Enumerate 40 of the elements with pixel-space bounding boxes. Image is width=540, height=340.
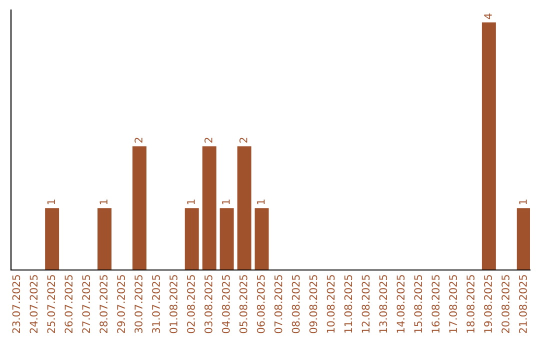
x-tick-label: 26.07.2025 <box>64 275 73 334</box>
x-tick-label: 30.07.2025 <box>134 275 142 334</box>
x-tick-label: 05.08.2025 <box>239 275 248 334</box>
data-label: 1 <box>187 200 195 204</box>
x-tick-label: 13.08.2025 <box>379 275 388 333</box>
x-tick-label: 14.08.2025 <box>396 275 405 333</box>
x-tick-label: 29.07.2025 <box>117 275 125 334</box>
x-tick-label: 16.08.2025 <box>432 275 440 333</box>
x-tick-label: 18.08.2025 <box>466 275 474 333</box>
x-tick-label: 21.08.2025 <box>519 275 527 334</box>
data-label: 4 <box>484 14 492 20</box>
x-tick-label: 24.07.2025 <box>30 275 38 334</box>
x-tick-label: 23.07.2025 <box>12 275 20 334</box>
data-label: 1 <box>519 200 527 204</box>
x-tick-label: 31.07.2025 <box>152 275 160 334</box>
data-label: 1 <box>257 200 265 204</box>
x-tick-label: 11.08.2025 <box>344 275 352 333</box>
data-label: 2 <box>134 138 142 143</box>
x-tick-label: 25.07.2025 <box>47 275 56 334</box>
x-tick-label: 06.08.2025 <box>256 275 265 334</box>
x-tick-label: 07.08.2025 <box>274 275 282 334</box>
data-label: 2 <box>239 138 248 143</box>
x-tick-label: 01.08.2025 <box>170 275 178 334</box>
x-tick-label: 19.08.2025 <box>484 275 492 333</box>
x-tick-label: 15.08.2025 <box>414 275 422 333</box>
x-tick-label: 10.08.2025 <box>326 275 335 333</box>
x-tick-label: 04.08.2025 <box>222 275 230 334</box>
x-tick-label: 17.08.2025 <box>449 275 458 333</box>
x-tick-label: 12.08.2025 <box>362 275 370 333</box>
data-label: 1 <box>100 200 108 204</box>
x-tick-label: 27.07.2025 <box>82 275 90 334</box>
data-label: 1 <box>222 200 230 204</box>
data-label: 1 <box>47 200 55 204</box>
x-tick-label: 02.08.2025 <box>187 275 195 334</box>
x-tick-label: 20.08.2025 <box>502 275 510 334</box>
x-tick-label: 08.08.2025 <box>292 275 300 334</box>
x-tick-label: 09.08.2025 <box>309 275 318 334</box>
x-tick-label: 28.07.2025 <box>100 275 108 334</box>
data-label: 2 <box>204 138 212 143</box>
x-tick-label: 03.08.2025 <box>204 275 212 334</box>
